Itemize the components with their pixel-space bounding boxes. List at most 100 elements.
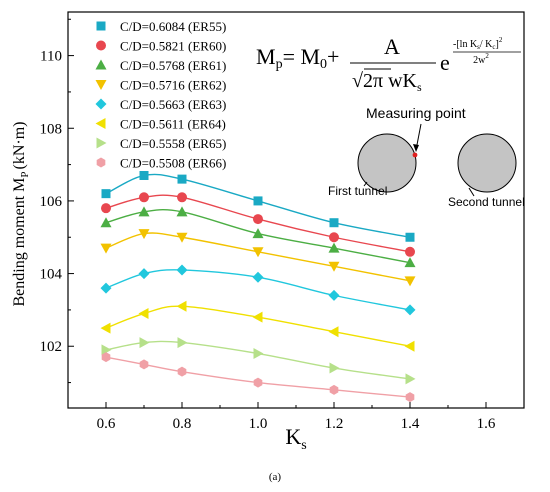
data-point (329, 362, 340, 374)
data-point (138, 206, 150, 217)
y-tick-label: 110 (40, 49, 62, 65)
data-point (253, 348, 264, 360)
y-axis-title: Bending moment MP(kN·m) (11, 122, 31, 307)
data-point (101, 344, 112, 356)
legend-marker (96, 21, 106, 31)
first-tunnel-shape (357, 133, 417, 193)
data-point (176, 300, 187, 312)
x-axis-title: Ks (285, 424, 306, 453)
legend-item: C/D=0.5768 (ER61) (95, 58, 226, 73)
data-point (252, 228, 264, 239)
data-point (252, 271, 264, 283)
tunnel-inset: Measuring point First tunnel Second tunn… (328, 105, 525, 209)
formula-numerator: A (384, 34, 400, 59)
data-point (177, 192, 187, 203)
data-point (328, 326, 339, 338)
legend-item: C/D=0.5663 (ER63) (95, 97, 226, 112)
formula-exp-base: e (440, 50, 450, 75)
x-axis-title-sub: s (301, 438, 306, 453)
data-point (100, 243, 112, 254)
data-point (329, 218, 339, 228)
series-7 (101, 337, 416, 385)
data-point (138, 268, 150, 280)
data-point (139, 192, 149, 203)
series-6 (100, 300, 415, 352)
data-point (405, 373, 416, 385)
series-5 (100, 264, 416, 316)
formula-lhs: Mp= M0+ (256, 44, 339, 72)
series-layer (100, 170, 416, 403)
series-3 (100, 206, 416, 268)
x-tick-label: 0.8 (173, 416, 192, 432)
data-point (405, 232, 415, 242)
data-point (329, 232, 339, 243)
data-point (139, 170, 149, 180)
y-axis-title-unit: (kN·m) (11, 122, 28, 170)
data-point (177, 337, 188, 349)
series-line (105, 340, 411, 380)
data-point (404, 340, 415, 352)
data-point (138, 229, 150, 240)
x-tick-label: 1.0 (249, 416, 268, 432)
data-point (252, 247, 264, 258)
formula-exp-denominator: 2w2 (473, 52, 489, 66)
legend-label: C/D=0.5821 (ER60) (120, 39, 226, 54)
legend: C/D=0.6084 (ER55) C/D=0.5821 (ER60) C/D=0.… (95, 19, 226, 171)
y-axis-title-sub: P (19, 171, 31, 177)
legend-item: C/D=0.5611 (ER64) (95, 117, 226, 132)
data-point (176, 232, 188, 243)
data-point (253, 377, 263, 388)
data-point (405, 246, 415, 257)
formula-exp-numerator: -[ln Ks/ Kc]2 (453, 36, 503, 51)
x-tick-label: 1.6 (477, 416, 496, 432)
x-tick-label: 0.6 (97, 416, 116, 432)
data-point (177, 366, 187, 377)
data-point (101, 189, 111, 199)
data-point (139, 359, 149, 370)
formula-denominator: √2π wKs (352, 70, 422, 94)
legend-label: C/D=0.5716 (ER62) (120, 78, 226, 93)
measuring-point-label: Measuring point (366, 105, 466, 121)
legend-label: C/D=0.5663 (ER63) (120, 97, 226, 112)
data-point (177, 174, 187, 184)
data-point (253, 196, 263, 206)
formula: Mp= M0+ A √2π wKs e -[ln Ks/ Kc]2 2w2 (256, 34, 521, 94)
legend-item: C/D=0.5558 (ER65) (96, 136, 226, 151)
legend-item: C/D=0.5821 (ER60) (96, 39, 226, 54)
series-1 (101, 170, 415, 242)
x-tick-label: 1.4 (401, 416, 420, 432)
legend-label: C/D=0.5768 (ER61) (120, 58, 226, 73)
legend-item: C/D=0.5508 (ER66) (96, 156, 226, 171)
data-point (100, 217, 112, 228)
series-4 (100, 229, 416, 287)
data-point (404, 304, 416, 316)
legend-label: C/D=0.6084 (ER55) (120, 19, 226, 34)
data-point (176, 264, 188, 276)
series-line (105, 356, 411, 398)
data-point (138, 308, 149, 320)
legend-item: C/D=0.6084 (ER55) (96, 19, 226, 34)
data-point (405, 392, 415, 403)
y-axis: 102 104 106 108 110 (40, 18, 74, 384)
y-tick-label: 102 (40, 339, 63, 355)
series-line (105, 305, 411, 347)
first-tunnel-arrow-line (363, 181, 368, 187)
data-point (101, 203, 111, 214)
data-point (101, 352, 111, 363)
second-tunnel-shape (457, 133, 517, 193)
legend-marker (96, 137, 107, 149)
first-tunnel-label: First tunnel (328, 184, 387, 198)
y-axis-title-main: Bending moment M (11, 178, 28, 307)
figure-caption: (a) (269, 471, 282, 483)
data-point (328, 242, 340, 253)
measuring-point-dot (412, 152, 418, 158)
legend-marker (95, 80, 107, 90)
legend-item: C/D=0.5716 (ER62) (95, 78, 226, 93)
legend-label: C/D=0.5508 (ER66) (120, 156, 226, 171)
data-point (328, 261, 340, 272)
measuring-point-arrowhead (413, 144, 419, 152)
y-tick-label: 108 (40, 121, 63, 137)
legend-marker (95, 98, 107, 110)
data-point (253, 214, 263, 225)
